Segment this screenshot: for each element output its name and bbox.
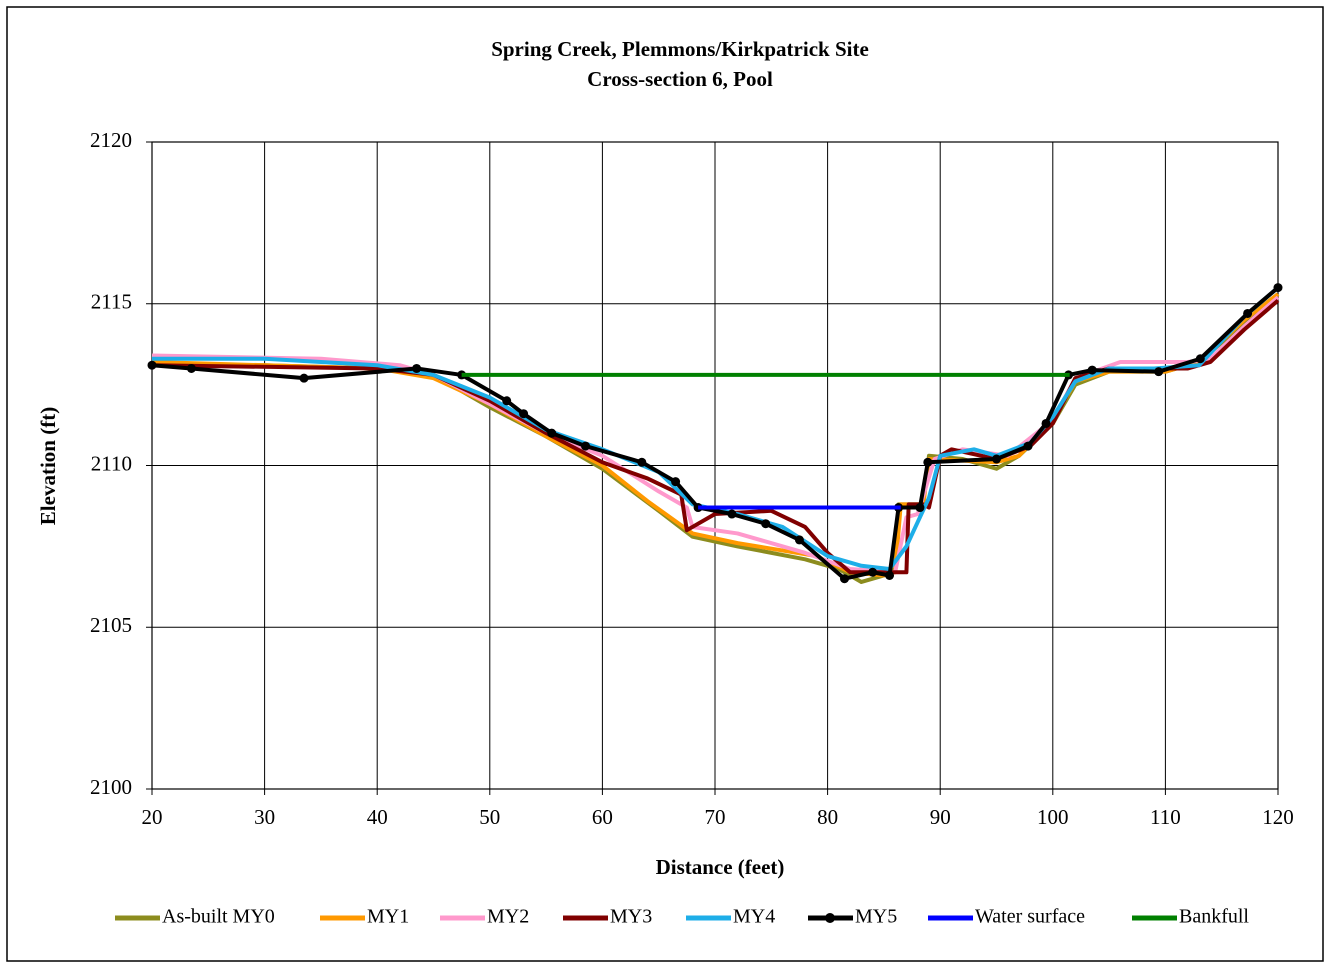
marker xyxy=(581,441,591,451)
x-tick-label: 110 xyxy=(1150,805,1181,829)
x-tick-label: 90 xyxy=(930,805,951,829)
series-line xyxy=(151,299,1280,575)
marker xyxy=(637,457,647,467)
marker xyxy=(761,519,771,529)
marker xyxy=(923,457,933,467)
x-tick-label: 100 xyxy=(1037,805,1069,829)
x-axis-label: Distance (feet) xyxy=(656,855,785,879)
marker xyxy=(1041,418,1051,428)
legend-label: MY4 xyxy=(733,906,775,928)
legend-label: Water surface xyxy=(975,906,1085,928)
marker xyxy=(794,535,804,545)
marker xyxy=(186,363,196,373)
marker xyxy=(1154,367,1164,377)
legend-label: MY2 xyxy=(487,906,529,928)
marker xyxy=(1087,365,1097,375)
marker xyxy=(727,509,737,519)
x-tick-label: 20 xyxy=(142,805,163,829)
marker xyxy=(885,570,895,580)
marker xyxy=(1273,283,1283,293)
marker xyxy=(915,503,925,513)
chart-frame xyxy=(6,6,1324,962)
marker xyxy=(868,567,878,577)
x-tick-label: 50 xyxy=(479,805,500,829)
y-tick-label: 2110 xyxy=(91,451,132,475)
y-tick-label: 2105 xyxy=(90,613,132,637)
y-tick-label: 2115 xyxy=(91,290,132,314)
marker xyxy=(502,396,512,406)
y-tick-label: 2120 xyxy=(90,128,132,152)
marker xyxy=(1243,308,1253,318)
marker xyxy=(299,373,309,383)
marker xyxy=(547,428,557,438)
legend-label: MY3 xyxy=(610,906,652,928)
x-tick-label: 30 xyxy=(254,805,275,829)
x-tick-label: 70 xyxy=(705,805,726,829)
x-tick-label: 60 xyxy=(592,805,613,829)
y-tick-label: 2100 xyxy=(90,775,132,799)
marker xyxy=(1023,441,1033,451)
marker xyxy=(992,454,1001,464)
chart-subtitle: Cross-section 6, Pool xyxy=(587,67,773,91)
legend-label: MY5 xyxy=(855,906,897,928)
marker xyxy=(519,409,529,419)
marker xyxy=(1195,354,1205,364)
legend-label: As-built MY0 xyxy=(162,906,275,928)
x-tick-label: 40 xyxy=(367,805,388,829)
x-tick-label: 120 xyxy=(1262,805,1294,829)
marker xyxy=(671,477,681,487)
marker xyxy=(839,574,849,584)
chart-title: Spring Creek, Plemmons/Kirkpatrick Site xyxy=(491,37,869,61)
legend-label: MY1 xyxy=(367,906,409,928)
marker xyxy=(412,363,422,373)
x-tick-label: 80 xyxy=(817,805,838,829)
marker xyxy=(147,360,157,370)
y-axis-label: Elevation (ft) xyxy=(36,407,60,525)
legend-marker xyxy=(825,913,835,923)
legend-label: Bankfull xyxy=(1179,906,1249,928)
